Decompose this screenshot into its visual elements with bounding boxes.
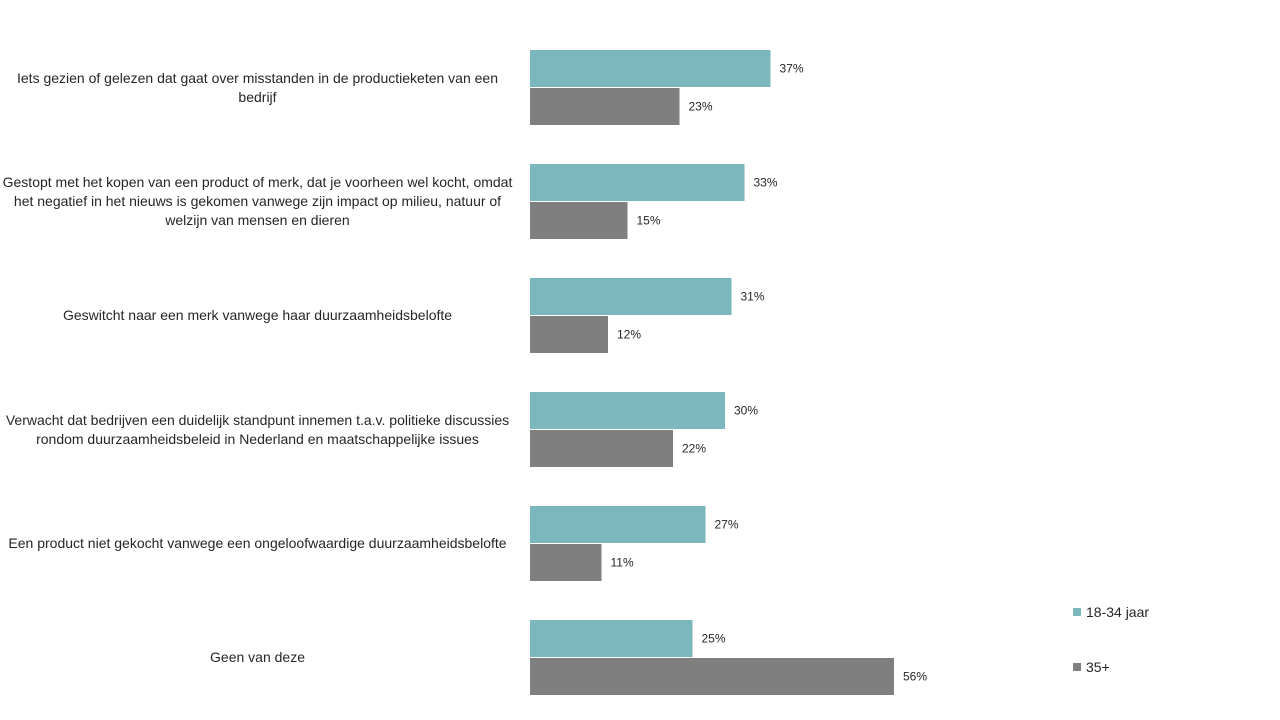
bar-18-34-1 <box>530 164 745 201</box>
bar-18-34-0 <box>530 50 771 87</box>
bar-18-34-3 <box>530 392 725 429</box>
bar-35plus-5 <box>530 658 894 695</box>
bar-18-34-2 <box>530 278 732 315</box>
bar-18-34-5 <box>530 620 693 657</box>
data-label-18-34-1: 33% <box>754 176 778 190</box>
data-label-18-34-3: 30% <box>734 404 758 418</box>
legend-label-35plus: 35+ <box>1086 659 1110 675</box>
legend-item-35plus: 35+ <box>1073 659 1110 675</box>
data-label-35plus-0: 23% <box>689 100 713 114</box>
legend-label-18-34: 18-34 jaar <box>1086 604 1150 620</box>
data-label-35plus-3: 22% <box>682 442 706 456</box>
bar-18-34-4 <box>530 506 706 543</box>
data-label-18-34-0: 37% <box>780 62 804 76</box>
category-label-1: Gestopt met het kopen van een product of… <box>2 174 513 228</box>
category-label-2: Geswitcht naar een merk vanwege haar duu… <box>62 307 453 323</box>
data-label-35plus-2: 12% <box>617 328 641 342</box>
category-label-4: Een product niet gekocht vanwege een ong… <box>8 535 507 551</box>
data-label-18-34-2: 31% <box>741 290 765 304</box>
legend-item-18-34: 18-34 jaar <box>1073 604 1149 620</box>
legend-swatch-18-34 <box>1073 608 1081 616</box>
category-label-3: Verwacht dat bedrijven een duidelijk sta… <box>5 411 510 447</box>
category-label-5: Geen van deze <box>210 649 305 665</box>
category-label-0: Iets gezien of gelezen dat gaat over mis… <box>17 69 498 105</box>
bar-35plus-3 <box>530 430 673 467</box>
bar-35plus-1 <box>530 202 628 239</box>
data-label-35plus-4: 11% <box>611 556 634 570</box>
data-label-35plus-1: 15% <box>637 214 661 228</box>
data-label-35plus-5: 56% <box>903 670 927 684</box>
data-label-18-34-4: 27% <box>715 518 739 532</box>
bar-35plus-2 <box>530 316 608 353</box>
bar-35plus-0 <box>530 88 680 125</box>
bar-35plus-4 <box>530 544 602 581</box>
legend-swatch-35plus <box>1073 663 1081 671</box>
data-label-18-34-5: 25% <box>702 632 726 646</box>
